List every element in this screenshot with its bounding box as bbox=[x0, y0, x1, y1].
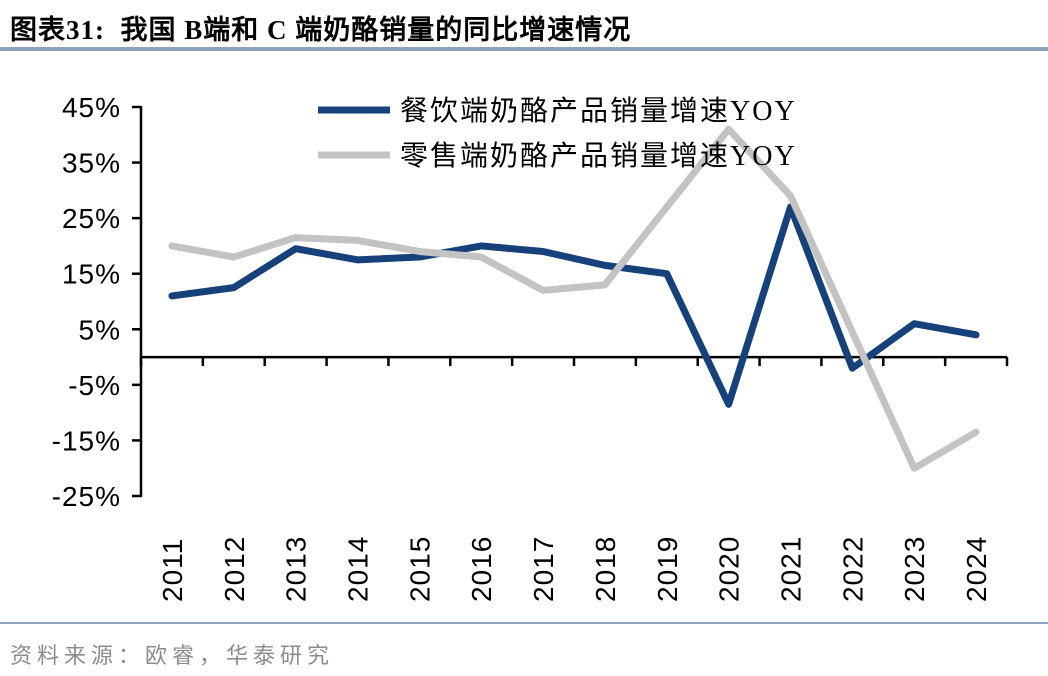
x-tick-label: 2016 bbox=[466, 536, 497, 602]
x-tick-label: 2020 bbox=[714, 536, 745, 602]
y-tick-label: 15% bbox=[62, 259, 121, 290]
x-tick-label: 2018 bbox=[590, 536, 621, 602]
legend-label-catering: 餐饮端奶酪产品销量增速YOY bbox=[400, 95, 797, 127]
x-tick-label: 2014 bbox=[343, 536, 374, 602]
y-tick-label: -5% bbox=[68, 370, 121, 401]
legend-label-retail: 零售端奶酪产品销量增速YOY bbox=[400, 140, 797, 172]
x-tick-label: 2013 bbox=[281, 536, 312, 602]
x-tick-label: 2012 bbox=[219, 536, 250, 602]
x-tick-label: 2015 bbox=[404, 536, 435, 602]
series-line-catering bbox=[168, 203, 980, 408]
x-tick-label: 2021 bbox=[776, 536, 807, 602]
x-tick-label: 2024 bbox=[961, 536, 992, 602]
title-divider bbox=[0, 47, 1048, 51]
chart-title: 图表31: 我国 B端和 C 端奶酪销量的同比增速情况 bbox=[10, 15, 632, 45]
y-tick-label: -15% bbox=[52, 425, 121, 456]
y-tick-label: 35% bbox=[62, 148, 121, 179]
x-tick-label: 2011 bbox=[157, 538, 188, 602]
y-tick-label: 45% bbox=[62, 92, 121, 123]
y-tick-label: 25% bbox=[62, 203, 121, 234]
y-tick-label: 5% bbox=[79, 314, 121, 345]
x-tick-label: 2019 bbox=[652, 536, 683, 602]
source-note: 资料来源：欧睿，华泰研究 bbox=[10, 643, 335, 668]
x-tick-label: 2022 bbox=[837, 536, 868, 602]
y-tick-label: -25% bbox=[52, 481, 121, 512]
x-tick-label: 2017 bbox=[528, 536, 559, 602]
series-line-retail bbox=[168, 125, 980, 472]
source-divider bbox=[0, 622, 1048, 624]
x-tick-label: 2023 bbox=[899, 536, 930, 602]
